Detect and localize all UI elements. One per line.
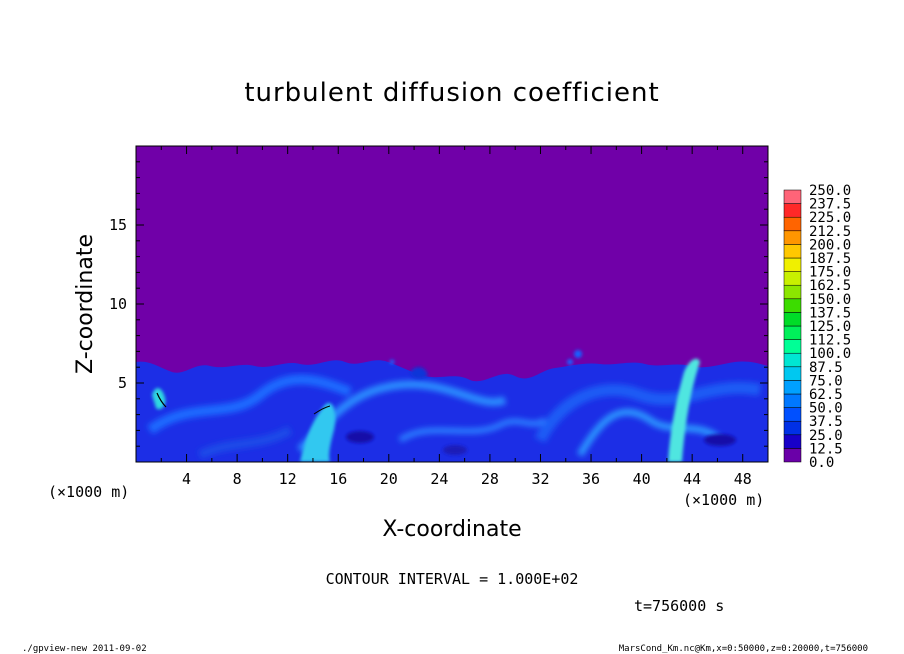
colorbar-swatch-5: [783, 380, 802, 395]
colorbar-swatch-4: [783, 393, 802, 408]
x-tick-label-3: 16: [329, 470, 347, 488]
colorbar-swatch-13: [783, 271, 802, 286]
x-axis-units-left: (×1000 m): [48, 483, 129, 501]
colorbar-swatch-0: [783, 448, 802, 463]
eddy-band-1: [147, 374, 352, 435]
plot-area: [136, 146, 768, 462]
low-diffusion-pocket-3: [443, 445, 467, 455]
colorbar-label-9: 112.5: [809, 333, 851, 349]
blob-plume-25km: [410, 367, 428, 379]
blob-top-36km: [567, 359, 573, 365]
colorbar-swatch-7: [783, 352, 802, 368]
footer-right: MarsCond_Km.nc@Km,x=0:50000,z=0:20000,t=…: [619, 644, 868, 654]
x-axis-label: X-coordinate: [382, 517, 521, 542]
contour-100: [156, 392, 167, 408]
colorbar-label-5: 62.5: [809, 387, 843, 403]
colorbar-label-17: 212.5: [809, 224, 851, 240]
x-tick-label-1: 8: [233, 470, 242, 488]
footer-left: ./gpview-new 2011-09-02: [22, 644, 147, 654]
low-diffusion-pocket-2: [704, 434, 736, 446]
colorbar-swatch-16: [783, 230, 802, 245]
colorbar-swatch-11: [783, 298, 802, 313]
colorbar-label-15: 187.5: [809, 251, 851, 267]
y-tick-label-2: 15: [109, 216, 127, 234]
low-diffusion-pocket-1: [346, 431, 374, 443]
y-tick-label-0: 5: [118, 374, 127, 392]
x-tick-label-4: 20: [380, 470, 398, 488]
colorbar-label-16: 200.0: [809, 237, 851, 253]
x-tick-label-8: 36: [582, 470, 600, 488]
blob-top-18km: [389, 359, 395, 365]
x-axis-units-right: (×1000 m): [683, 491, 764, 509]
colorbar-label-20: 250.0: [809, 183, 851, 199]
eddy-band-5: [197, 426, 293, 460]
colorbar: 0.012.525.037.550.062.575.087.5100.0112.…: [783, 183, 851, 471]
x-tick-label-7: 32: [531, 470, 549, 488]
colorbar-swatch-8: [783, 339, 802, 354]
colorbar-label-8: 100.0: [809, 346, 851, 362]
colorbar-swatch-2: [783, 420, 802, 436]
colorbar-swatch-15: [783, 244, 802, 259]
colorbar-swatch-12: [783, 284, 802, 300]
colorbar-label-10: 125.0: [809, 319, 851, 335]
eddy-band-6: [398, 417, 547, 443]
high-diffusion-plume-44km: [668, 358, 700, 462]
x-tick-label-10: 44: [683, 470, 701, 488]
colorbar-label-18: 225.0: [809, 210, 851, 226]
colorbar-swatch-3: [783, 407, 802, 422]
colorbar-label-13: 162.5: [809, 278, 851, 294]
colorbar-label-3: 37.5: [809, 414, 843, 430]
colorbar-swatch-19: [783, 189, 802, 204]
y-tick-label-1: 10: [109, 295, 127, 313]
colorbar-label-11: 137.5: [809, 305, 851, 321]
y-axis-label: Z-coordinate: [73, 234, 98, 374]
colorbar-swatch-10: [783, 312, 802, 327]
eddy-band-4: [576, 408, 723, 457]
colorbar-label-6: 75.0: [809, 373, 843, 389]
colorbar-label-2: 25.0: [809, 428, 843, 444]
colorbar-swatch-1: [783, 434, 802, 449]
colorbar-swatch-6: [783, 366, 802, 381]
x-tick-label-11: 48: [734, 470, 752, 488]
colorbar-label-19: 237.5: [809, 197, 851, 213]
time-label: t=756000 s: [634, 597, 724, 615]
chart-title: turbulent diffusion coefficient: [244, 78, 659, 108]
x-tick-label-6: 28: [481, 470, 499, 488]
colorbar-label-1: 12.5: [809, 441, 843, 457]
colorbar-label-0: 0.0: [809, 455, 834, 471]
contour-interval: CONTOUR INTERVAL = 1.000E+02: [326, 570, 579, 588]
colorbar-label-7: 87.5: [809, 360, 843, 376]
x-tick-label-9: 40: [633, 470, 651, 488]
colorbar-swatch-9: [783, 325, 802, 340]
colorbar-swatch-17: [783, 216, 802, 232]
contour-100-b: [313, 405, 331, 415]
high-diffusion-plume-16km: [300, 402, 336, 462]
colorbar-swatch-18: [783, 203, 802, 218]
high-diffusion-spot-2km: [152, 388, 166, 410]
eddy-band-3: [534, 381, 762, 443]
blob-top-37km: [574, 350, 582, 358]
x-tick-label-2: 12: [279, 470, 297, 488]
x-tick-label-0: 4: [182, 470, 191, 488]
colorbar-label-14: 175.0: [809, 265, 851, 281]
colorbar-label-12: 150.0: [809, 292, 851, 308]
x-tick-label-5: 24: [430, 470, 448, 488]
colorbar-label-4: 50.0: [809, 401, 843, 417]
colorbar-swatch-14: [783, 257, 802, 272]
